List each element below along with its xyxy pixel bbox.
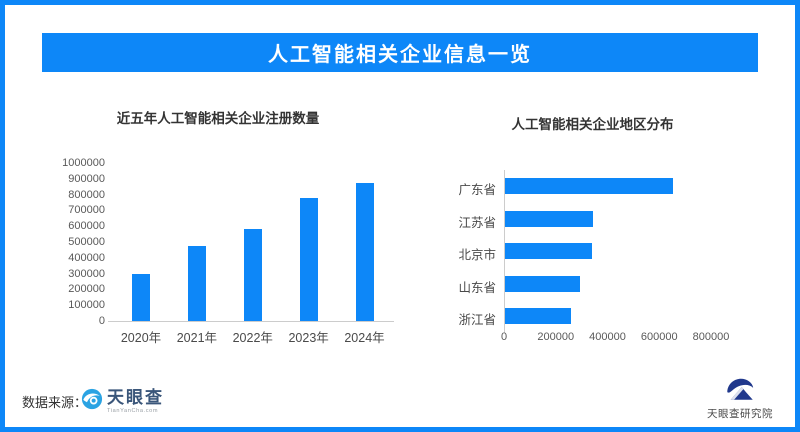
x-axis-tick-label: 800000 — [692, 331, 730, 343]
y-axis-tick-label: 800000 — [68, 188, 105, 201]
category-label: 广东省 — [458, 183, 496, 197]
data-bar-2022年 — [243, 228, 262, 321]
category-label: 山东省 — [458, 280, 496, 295]
data-bar-山东省 — [505, 275, 581, 292]
tianyancha-logo: 天眼查 TianYanCha.com — [81, 388, 190, 417]
x-axis-category-label: 2021年 — [176, 331, 218, 345]
tianyancha-logo-text: 天眼查 — [107, 388, 164, 407]
y-axis-tick-label: 200000 — [68, 283, 105, 296]
y-axis-tick-label: 100000 — [68, 299, 105, 312]
research-institute-label: 天眼查研究院 — [707, 408, 773, 420]
page-title: 人工智能相关企业信息一览 — [268, 44, 532, 66]
left-chart-x-axis-line — [108, 321, 394, 322]
x-axis-tick-label: 0 — [500, 331, 508, 343]
y-axis-tick-label: 600000 — [68, 220, 105, 233]
data-source-label: 数据来源： — [22, 395, 88, 410]
x-axis-tick-label: 200000 — [537, 331, 575, 343]
category-label: 江苏省 — [458, 215, 496, 230]
data-bar-浙江省 — [505, 308, 571, 324]
data-bar-广东省 — [505, 178, 674, 194]
data-bar-2020年 — [132, 273, 150, 321]
y-axis-tick-label: 400000 — [68, 251, 105, 264]
category-label: 北京市 — [458, 248, 496, 262]
category-label: 浙江省 — [458, 313, 496, 327]
y-axis-tick-label: 0 — [98, 315, 105, 327]
data-bar-北京市 — [505, 243, 592, 259]
left-chart-title: 近五年人工智能相关企业注册数量 — [116, 111, 320, 126]
research-institute-logo: 天眼查研究院 — [700, 376, 780, 421]
data-bar-2021年 — [187, 245, 206, 321]
header-banner: 人工智能相关企业信息一览 — [42, 33, 758, 72]
y-axis-tick-label: 900000 — [68, 172, 105, 185]
right-chart-y-axis-line — [504, 170, 505, 333]
data-bar-2023年 — [299, 197, 318, 321]
y-axis-tick-label: 500000 — [68, 236, 105, 248]
x-axis-category-label: 2024年 — [344, 331, 385, 345]
data-bar-江苏省 — [505, 210, 593, 227]
tianyancha-logo-subtext: TianYanCha.com — [107, 407, 159, 414]
x-axis-tick-label: 600000 — [640, 331, 678, 343]
y-axis-tick-label: 700000 — [68, 204, 105, 217]
data-bar-2024年 — [355, 182, 374, 321]
right-chart-title: 人工智能相关企业地区分布 — [511, 117, 674, 132]
y-axis-tick-label: 1000000 — [62, 157, 105, 169]
y-axis-tick-label: 300000 — [68, 267, 105, 280]
x-axis-category-label: 2020年 — [120, 331, 162, 345]
x-axis-tick-label: 400000 — [589, 331, 626, 343]
x-axis-category-label: 2023年 — [288, 331, 329, 345]
x-axis-category-label: 2022年 — [232, 331, 273, 345]
tianyancha-eye-icon — [81, 388, 103, 410]
research-institute-emblem-icon — [727, 378, 754, 400]
